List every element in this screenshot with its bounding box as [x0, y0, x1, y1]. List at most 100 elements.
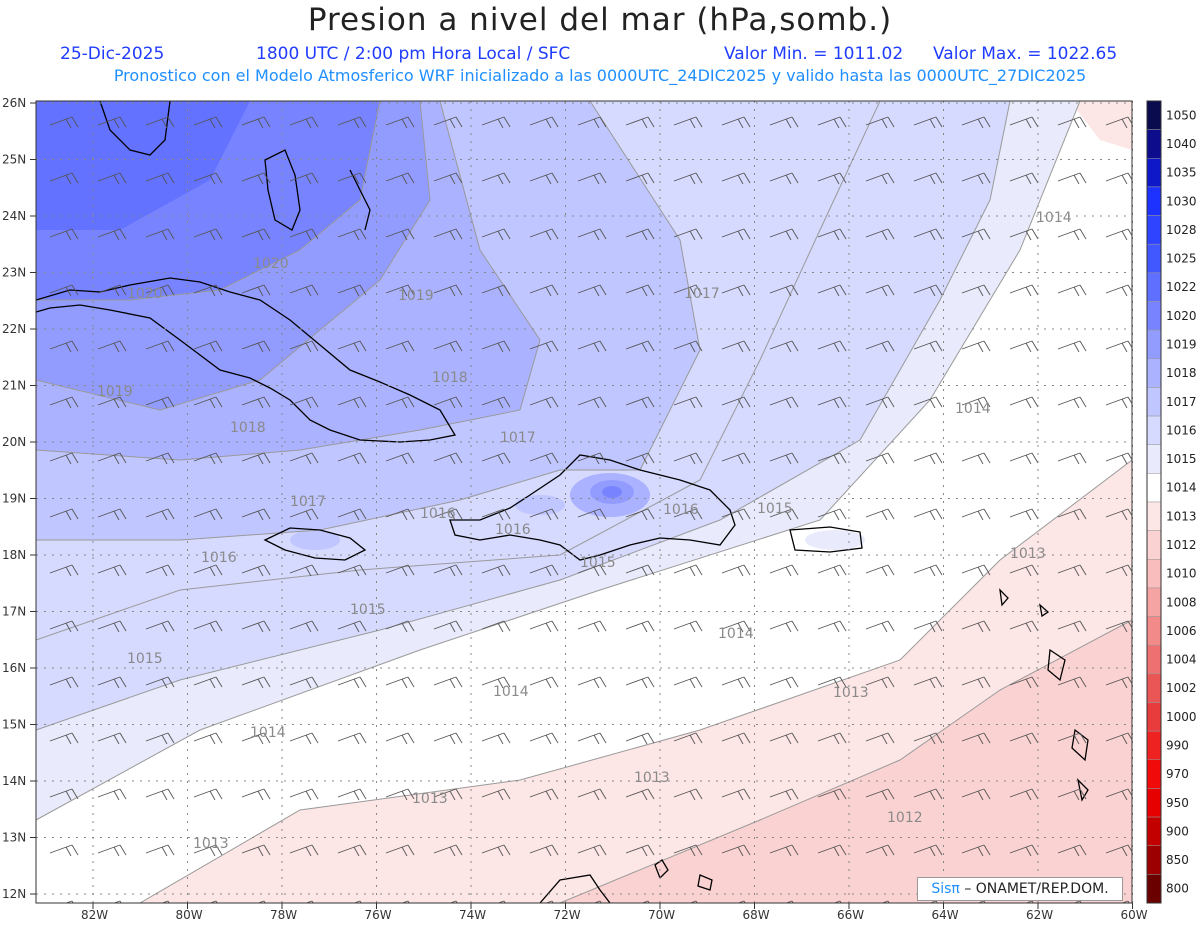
- wind-barb: [193, 620, 223, 633]
- wind-barb: [433, 788, 463, 801]
- wind-barb: [865, 340, 895, 353]
- wind-barb: [721, 564, 751, 577]
- wind-barb: [577, 452, 607, 465]
- wind-barb: [913, 452, 943, 465]
- wind-barb: [97, 396, 127, 409]
- isobar-line: [559, 619, 1132, 903]
- wind-barb: [529, 172, 559, 185]
- wind-barb: [97, 228, 127, 241]
- colorbar-cell: [1146, 816, 1162, 846]
- colorbar-label: 1025: [1166, 252, 1197, 266]
- contour-label: 1015: [580, 555, 616, 571]
- wind-barb: [481, 172, 511, 185]
- wind-barb: [49, 396, 79, 409]
- wind-barb: [625, 508, 655, 521]
- wind-barb: [1105, 172, 1132, 185]
- wind-barb: [673, 508, 703, 521]
- contour-label: 1013: [634, 770, 670, 786]
- wind-barb: [961, 620, 991, 633]
- contour-label: 1019: [97, 384, 133, 400]
- colorbar-label: 1017: [1166, 395, 1197, 409]
- wind-barb: [529, 340, 559, 353]
- wind-barb: [481, 844, 511, 857]
- wind-barb: [961, 396, 991, 409]
- wind-barb: [961, 564, 991, 577]
- bahamas-andros: [264, 149, 301, 231]
- wind-barb: [289, 452, 319, 465]
- wind-barb: [625, 228, 655, 241]
- wind-barb: [769, 172, 799, 185]
- wind-barb: [673, 620, 703, 633]
- wind-barb: [577, 788, 607, 801]
- isobar-line: [139, 459, 1132, 903]
- wind-barb: [49, 564, 79, 577]
- wind-barb: [865, 284, 895, 297]
- wind-barb: [193, 172, 223, 185]
- wind-barb: [769, 452, 799, 465]
- pressure-fields: [36, 101, 1132, 903]
- wind-barb: [721, 284, 751, 297]
- wind-barb: [817, 228, 847, 241]
- wind-barb: [1105, 676, 1132, 689]
- wind-barb: [49, 676, 79, 689]
- wind-barb: [721, 116, 751, 129]
- wind-barb: [481, 228, 511, 241]
- wind-barb: [1009, 452, 1039, 465]
- wind-barb: [769, 340, 799, 353]
- wind-barb: [193, 508, 223, 521]
- colorbar-cell: [1146, 759, 1162, 789]
- wind-barb: [145, 452, 175, 465]
- wind-barb: [817, 788, 847, 801]
- colorbar-label: 1012: [1166, 538, 1197, 552]
- colorbar-cell: [1146, 301, 1162, 331]
- wind-barb: [1057, 788, 1087, 801]
- wind-barb: [337, 564, 367, 577]
- wind-barb: [433, 844, 463, 857]
- wind-barb: [817, 620, 847, 633]
- wind-barb: [145, 508, 175, 521]
- wind-barb: [433, 676, 463, 689]
- jamaica-coast: [263, 527, 367, 561]
- map-title: Presion a nivel del mar (hPa,somb.): [307, 2, 893, 38]
- wind-barb: [673, 564, 703, 577]
- colorbar-label: 1010: [1166, 567, 1197, 581]
- wind-barb: [481, 340, 511, 353]
- colorbar-cell: [1146, 559, 1162, 589]
- wind-barb: [385, 452, 415, 465]
- wind-barb: [769, 732, 799, 745]
- wind-barb: [1057, 620, 1087, 633]
- colorbar-label: 800: [1166, 882, 1189, 896]
- wind-barb: [961, 452, 991, 465]
- lon-label: 64W: [932, 908, 959, 922]
- wind-barb: [1009, 788, 1039, 801]
- wind-barb: [913, 228, 943, 241]
- contour-label: 1016: [663, 502, 699, 518]
- wind-barb: [673, 844, 703, 857]
- wind-barb: [529, 284, 559, 297]
- wind-barb: [49, 788, 79, 801]
- wind-barb: [337, 284, 367, 297]
- wind-barb: [385, 676, 415, 689]
- wind-barb: [721, 508, 751, 521]
- lat-label: 15N: [2, 718, 26, 732]
- wind-barb: [1057, 116, 1087, 129]
- wind-barb: [529, 676, 559, 689]
- wind-barb: [817, 564, 847, 577]
- contour-label: 1015: [350, 602, 386, 618]
- wind-barb: [385, 508, 415, 521]
- wind-barb: [913, 788, 943, 801]
- wind-barb: [721, 844, 751, 857]
- contour-label: 1017: [500, 430, 536, 446]
- contour-label: 1014: [1036, 210, 1072, 226]
- wind-barb: [1105, 564, 1132, 577]
- wind-barb: [961, 844, 991, 857]
- wind-barb: [865, 564, 895, 577]
- wind-barb: [1105, 284, 1132, 297]
- wind-barb: [433, 396, 463, 409]
- lon-label: 78W: [270, 908, 297, 922]
- wind-barb: [1009, 620, 1039, 633]
- wind-barb: [721, 676, 751, 689]
- wind-barb: [49, 340, 79, 353]
- model-description: Pronostico con el Modelo Atmosferico WRF…: [113, 66, 1087, 85]
- wind-barb: [913, 116, 943, 129]
